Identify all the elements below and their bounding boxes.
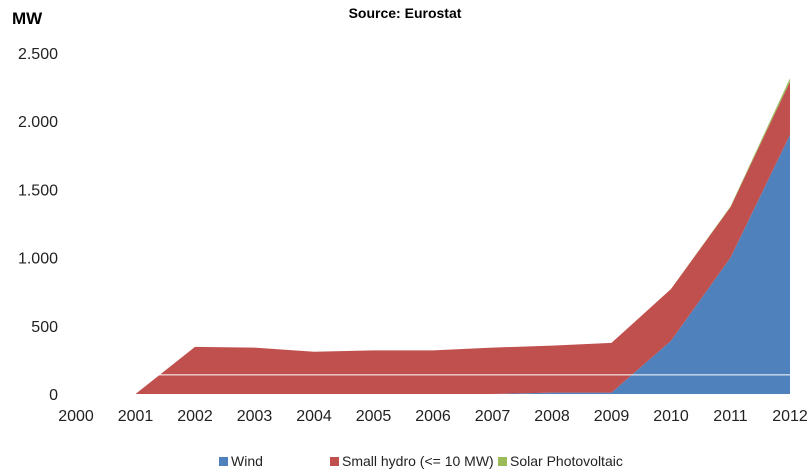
legend-label-1: Small hydro (<= 10 MW) — [342, 453, 494, 469]
legend-label-0: Wind — [231, 453, 263, 469]
chart-title: Source: Eurostat — [349, 5, 462, 21]
x-tick-label: 2004 — [296, 408, 332, 425]
y-tick-label: 0 — [49, 387, 58, 404]
x-tick-label: 2005 — [356, 408, 392, 425]
x-tick-label: 2009 — [594, 408, 630, 425]
legend-swatch-2 — [498, 457, 507, 466]
y-tick-label: 2.500 — [18, 46, 58, 63]
legend-swatch-0 — [219, 457, 228, 466]
x-tick-label: 2006 — [415, 408, 451, 425]
x-tick-label: 2010 — [653, 408, 689, 425]
x-tick-label: 2011 — [713, 408, 748, 425]
x-tick-label: 2001 — [118, 408, 154, 425]
legend: Wind Small hydro (<= 10 MW) Solar Photovol… — [219, 453, 623, 469]
x-tick-label: 2000 — [58, 408, 94, 425]
x-tick-label: 2012 — [772, 408, 808, 425]
x-axis-ticks: 2000 2001 2002 2003 2004 2005 2006 2007 2008 2009… — [58, 408, 808, 425]
legend-swatch-1 — [330, 457, 339, 466]
area-series-0 — [76, 134, 790, 395]
legend-label-2: Solar Photovoltaic — [510, 453, 623, 469]
y-axis-ticks: 0 500 1.000 1.500 2.000 2.500 — [18, 46, 58, 404]
y-tick-label: 2.000 — [18, 114, 58, 131]
y-axis-unit-label: MW — [12, 9, 43, 28]
y-tick-label: 500 — [31, 319, 58, 336]
x-tick-label: 2003 — [237, 408, 273, 425]
x-tick-label: 2008 — [534, 408, 570, 425]
y-tick-label: 1.000 — [18, 251, 58, 268]
area-layers — [76, 78, 790, 395]
y-tick-label: 1.500 — [18, 182, 58, 199]
x-tick-label: 2007 — [475, 408, 511, 425]
x-tick-label: 2002 — [177, 408, 213, 425]
